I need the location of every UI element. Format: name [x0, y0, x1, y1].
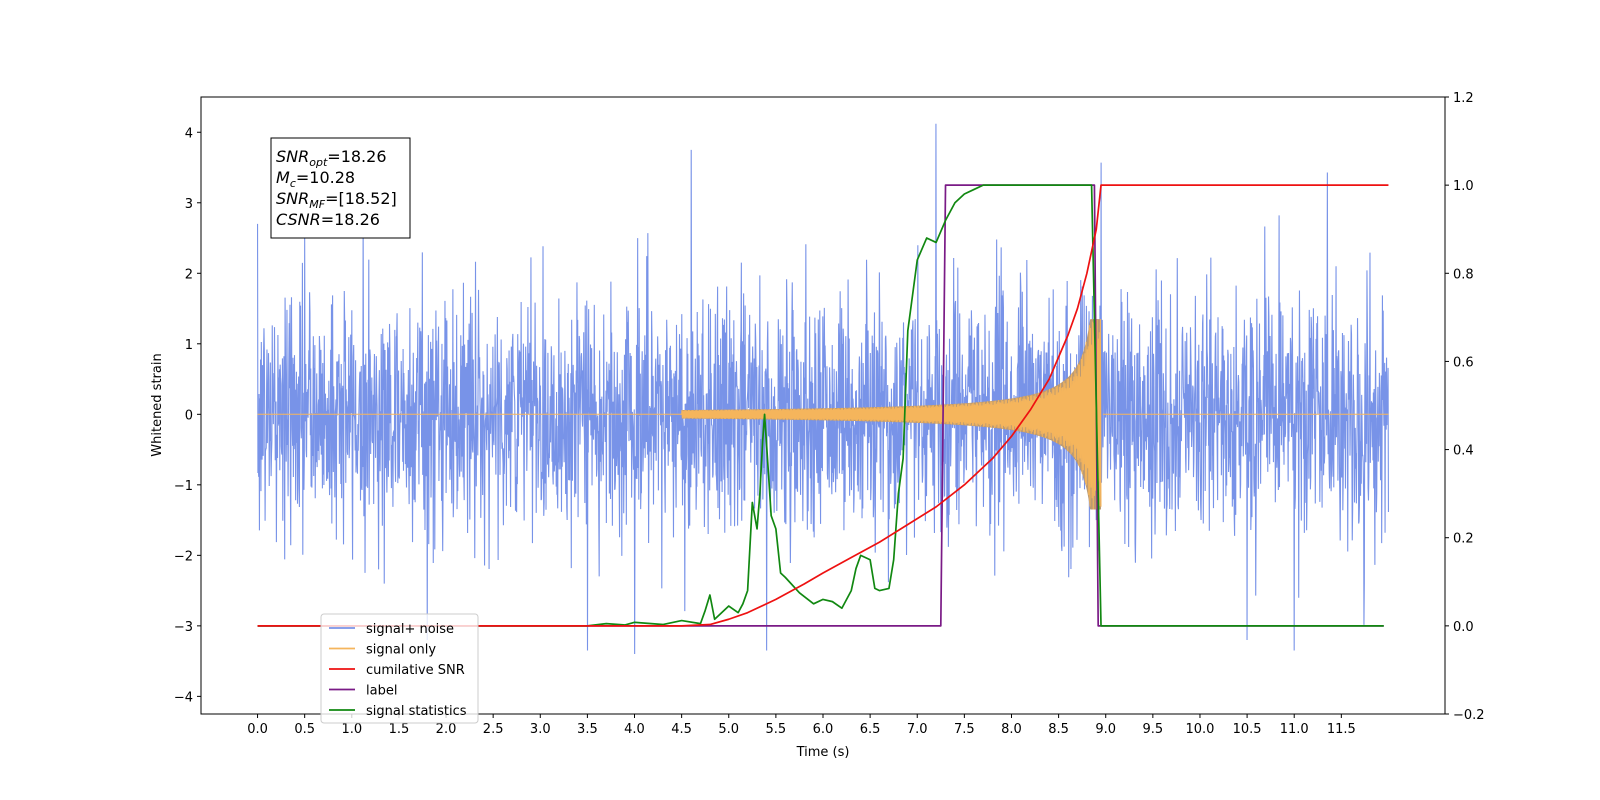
x-tick-label: 7.0 — [907, 722, 928, 737]
y2-tick-label: 0.2 — [1453, 532, 1474, 547]
x-axis-label: Time (s) — [796, 745, 850, 760]
y-tick-label: −4 — [174, 690, 193, 705]
annotation-line: Mc=10.28 — [276, 168, 355, 190]
x-tick-label: 3.0 — [530, 722, 551, 737]
x-tick-label: 9.5 — [1143, 722, 1164, 737]
annotation-value: =18.26 — [321, 210, 380, 229]
series-cumulative-snr — [257, 184, 1389, 627]
y2-tick-label: 1.2 — [1453, 91, 1474, 106]
x-tick-label: 4.0 — [624, 722, 645, 737]
x-tick-label: 8.5 — [1048, 722, 1069, 737]
legend-label: cumilative SNR — [366, 663, 465, 678]
x-tick-label: 0.0 — [247, 722, 268, 737]
annotation-value: =18.26 — [327, 147, 386, 166]
annotation-line: CSNR=18.26 — [276, 210, 380, 229]
x-tick-label: 8.0 — [1001, 722, 1022, 737]
x-tick-label: 0.5 — [294, 722, 315, 737]
annotation-subscript: c — [290, 177, 296, 190]
x-tick-label: 6.5 — [860, 722, 881, 737]
legend: signal+ noise signal only cumilative SNR la… — [320, 613, 479, 724]
annotation-box: SNRopt=18.26Mc=10.28SNRMF=[18.52]CSNR=18… — [270, 137, 411, 239]
y-axis-left: 4 3 2 1 0 −1 −2 −3 −4 — [174, 126, 201, 705]
y2-tick-label: 0.4 — [1453, 444, 1474, 459]
y-axis-label: Whitened strain — [150, 353, 165, 456]
y-tick-label: −2 — [174, 549, 193, 564]
series-layer — [257, 123, 1389, 655]
x-axis: 0.0 0.5 1.0 1.5 2.0 2.5 3.0 3.5 4.0 4.5 5.0 5.5 6.0 6… — [247, 714, 1356, 737]
y2-tick-label: −0.2 — [1453, 708, 1485, 723]
y-tick-label: −1 — [174, 479, 193, 494]
y-tick-label: 3 — [185, 197, 193, 212]
x-tick-label: 5.0 — [718, 722, 739, 737]
x-tick-label: 1.0 — [341, 722, 362, 737]
y-tick-label: 2 — [185, 267, 193, 282]
x-tick-label: 1.5 — [389, 722, 410, 737]
annotation-line: SNRMF=[18.52] — [276, 189, 397, 211]
series-signal-noise — [257, 123, 1389, 655]
annotation-frame — [270, 137, 411, 239]
legend-label: signal only — [366, 643, 436, 658]
annotation-subscript: opt — [309, 156, 328, 169]
x-tick-label: 10.5 — [1233, 722, 1262, 737]
y-axis-right: 1.2 1.0 0.8 0.6 0.4 0.2 0.0 −0.2 — [1445, 91, 1485, 723]
x-tick-label: 11.0 — [1280, 722, 1309, 737]
y2-tick-label: 0.8 — [1453, 267, 1474, 282]
y-tick-label: 1 — [185, 338, 193, 353]
legend-frame — [320, 613, 479, 724]
x-tick-label: 4.5 — [671, 722, 692, 737]
annotation-symbol: SNR — [276, 147, 309, 166]
x-tick-label: 2.5 — [483, 722, 504, 737]
annotation-symbol: CSNR — [276, 210, 321, 229]
y2-tick-label: 0.6 — [1453, 355, 1474, 370]
y2-tick-label: 1.0 — [1453, 179, 1474, 194]
annotation-line: SNRopt=18.26 — [276, 147, 387, 169]
x-tick-label: 7.5 — [954, 722, 975, 737]
legend-label: label — [366, 684, 397, 699]
x-tick-label: 11.5 — [1327, 722, 1356, 737]
x-tick-label: 5.5 — [766, 722, 787, 737]
x-tick-label: 3.5 — [577, 722, 598, 737]
y-tick-label: 4 — [185, 126, 193, 141]
annotation-symbol: M — [276, 168, 290, 187]
annotation-value: =10.28 — [296, 168, 355, 187]
x-tick-label: 10.0 — [1185, 722, 1214, 737]
series-signal-only — [257, 319, 1389, 510]
x-tick-label: 9.0 — [1095, 722, 1116, 737]
y-tick-label: 0 — [185, 408, 193, 423]
annotation-subscript: MF — [309, 198, 325, 211]
annotation-symbol: SNR — [276, 189, 309, 208]
x-tick-label: 6.0 — [813, 722, 834, 737]
series-signal-statistics — [257, 184, 1384, 627]
legend-label: signal+ noise — [366, 622, 454, 637]
legend-label: signal statistics — [366, 704, 467, 719]
x-tick-label: 2.0 — [436, 722, 457, 737]
y2-tick-label: 0.0 — [1453, 620, 1474, 635]
annotation-value: =[18.52] — [325, 189, 397, 208]
y-tick-label: −3 — [174, 620, 193, 635]
